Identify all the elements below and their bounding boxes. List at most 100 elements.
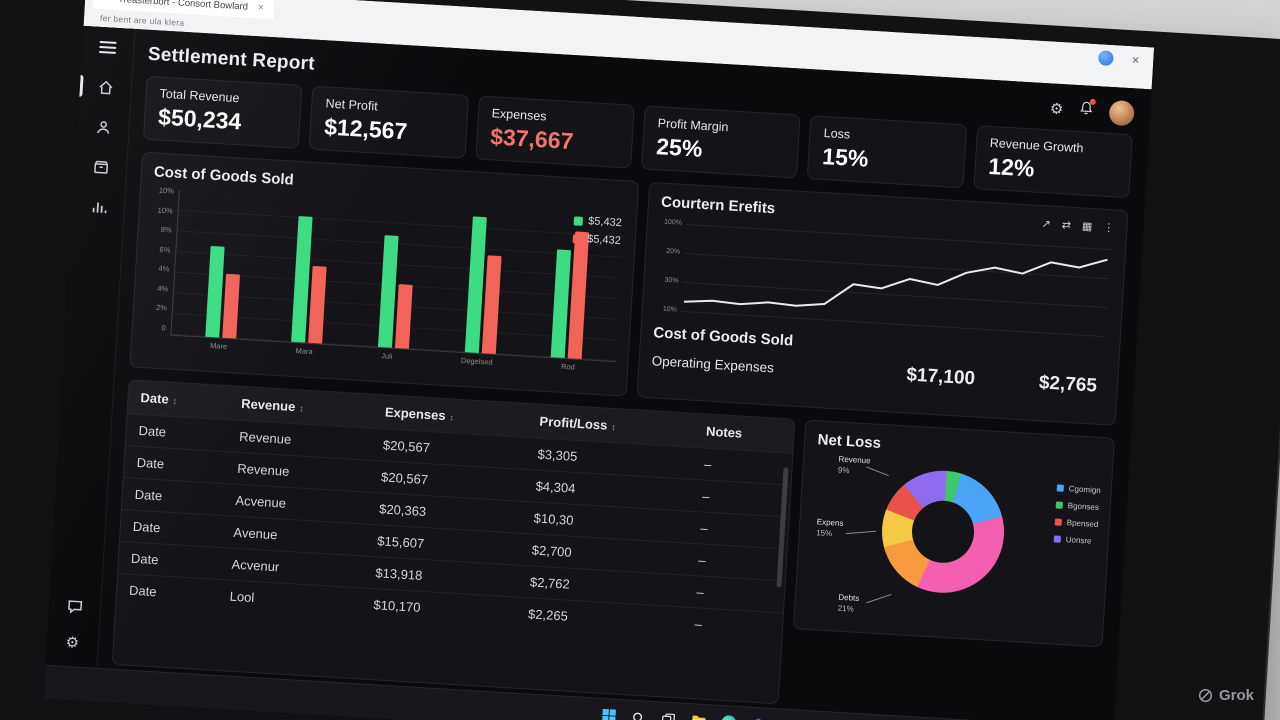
legend-swatch xyxy=(1053,535,1061,543)
taskbar-icon-search[interactable] xyxy=(626,705,650,720)
bar xyxy=(567,231,590,360)
notification-badge xyxy=(1089,98,1096,106)
bar xyxy=(394,283,413,349)
y-tick-label: 10% xyxy=(662,305,677,314)
y-tick-label: 20% xyxy=(666,247,681,256)
tab-close-icon[interactable]: × xyxy=(257,2,265,14)
callout-line xyxy=(866,466,890,477)
sidebar-item-settings[interactable]: ⚙ xyxy=(64,634,81,653)
legend-item: $5,432 xyxy=(573,214,623,230)
sidebar-item-chat[interactable] xyxy=(66,598,83,615)
user-avatar[interactable] xyxy=(1108,99,1135,126)
x-tick-label: Mare xyxy=(209,341,228,352)
taskbar-icon-task-view[interactable] xyxy=(656,707,680,720)
sort-icon: ↕ xyxy=(298,403,305,414)
x-tick-label: Juli xyxy=(380,351,393,361)
notifications-bell-icon[interactable] xyxy=(1079,98,1096,121)
transactions-table: Date ↕ Revenue ↕ Expenses ↕ Profit/Loss ↕ Notes … xyxy=(116,380,795,645)
bar xyxy=(308,265,328,344)
kpi-value: $50,234 xyxy=(157,103,243,135)
y-tick-label: 10% xyxy=(158,185,175,196)
bottom-row: Date ↕ Revenue ↕ Expenses ↕ Profit/Loss ↕ Notes … xyxy=(111,379,1115,720)
x-tick-label: Rod xyxy=(560,361,576,372)
taskbar-icon-store[interactable] xyxy=(746,713,770,720)
bar xyxy=(222,273,240,339)
taskbar-icon-edge[interactable] xyxy=(716,711,740,720)
summary-value-a: $17,100 xyxy=(905,364,976,390)
header-actions: ⚙ xyxy=(1049,96,1135,126)
sort-icon: ↕ xyxy=(610,421,617,433)
bar-chart-legend: $5,432 $5,432 xyxy=(572,214,623,247)
donut-callout-expens: Expens 15% xyxy=(815,517,844,539)
table-cell: – xyxy=(681,607,784,645)
taskbar-icon-explorer[interactable] xyxy=(686,709,710,720)
table-cell: Date xyxy=(116,573,219,611)
sidebar-item-users[interactable] xyxy=(77,118,129,137)
sort-icon: ↕ xyxy=(449,412,455,423)
y-tick-label: 6% xyxy=(159,244,171,255)
summary-value-b: $2,765 xyxy=(1038,372,1098,397)
donut-legend-item: Uonsre xyxy=(1053,534,1098,546)
legend-swatch xyxy=(1056,484,1065,492)
sidebar-nav xyxy=(72,78,131,217)
window-close-button[interactable]: × xyxy=(1131,52,1140,68)
kpi-card: Net Profit $12,567 xyxy=(308,85,469,159)
kpi-value: 25% xyxy=(655,133,704,162)
line-chart-actions: ↗ ⇄ ▦ ⋮ xyxy=(1041,218,1115,235)
more-menu-icon[interactable]: ⋮ xyxy=(1102,221,1115,235)
y-tick-label: 30% xyxy=(664,276,679,285)
page-header: Settlement Report ⚙ xyxy=(147,38,1135,131)
bar-chart: 10% 10% 8% 6% 4% 4% 2% 0 Mare Mara Juli Degelsed Ro… xyxy=(144,185,625,374)
bar-chart-card: Cost of Goods Sold $5,432 $5,432 10% 10% 8%… xyxy=(129,151,640,397)
users-icon xyxy=(95,119,112,136)
donut-chart xyxy=(878,467,1008,597)
kpi-card: Profit Margin 25% xyxy=(640,105,801,179)
bar xyxy=(205,246,225,338)
chat-icon xyxy=(66,598,83,615)
settings-gear-icon[interactable]: ⚙ xyxy=(1049,99,1064,118)
charts-row: Cost of Goods Sold $5,432 $5,432 10% 10% 8%… xyxy=(129,151,1129,426)
x-tick-label: Degelsed xyxy=(460,355,493,367)
legend-swatch xyxy=(572,233,583,244)
legend-label: Bpensed xyxy=(1066,518,1099,529)
browser-profile-icon[interactable] xyxy=(1098,50,1115,67)
donut-legend-item: Cgomign xyxy=(1056,483,1102,496)
y-tick-label: 0 xyxy=(161,323,167,333)
donut-legend: Cgomign Bgonses Bpensed Uonsre xyxy=(1053,483,1102,546)
screen: Treasterbort - Consort Bowlard × × fer b… xyxy=(43,0,1155,720)
taskbar-icon-start[interactable] xyxy=(596,704,620,720)
legend-label: Cgomign xyxy=(1068,484,1102,496)
archive-icon xyxy=(92,159,109,176)
sidebar-item-reports[interactable] xyxy=(72,198,124,217)
kpi-card: Loss 15% xyxy=(807,115,967,189)
sort-icon: ↕ xyxy=(172,395,178,407)
donut-callout-debts: Debts 21% xyxy=(837,593,860,614)
line-chart-plot: 100% 20% 30% 10% xyxy=(654,218,1113,341)
legend-label: $5,432 xyxy=(587,215,623,230)
compare-icon[interactable]: ⇄ xyxy=(1061,219,1072,232)
y-tick-label: 10% xyxy=(157,205,173,216)
share-icon[interactable]: ↗ xyxy=(1041,218,1052,231)
sidebar-item-archive[interactable] xyxy=(75,158,127,177)
donut-legend-item: Bpensed xyxy=(1054,517,1099,529)
menu-hamburger-icon[interactable] xyxy=(98,40,117,54)
windows-taskbar: ⚙ xyxy=(43,664,1114,720)
summary-label: Operating Expenses xyxy=(651,353,775,376)
taskbar-icon-chat[interactable] xyxy=(776,714,800,720)
line-chart-title: Courtern Erefits xyxy=(660,193,776,218)
kpi-value: $12,567 xyxy=(323,113,409,145)
reports-icon xyxy=(90,199,107,216)
y-tick-label: 100% xyxy=(663,218,683,227)
legend-label: Uonsre xyxy=(1065,535,1092,546)
sidebar-footer: ⚙ xyxy=(64,598,83,653)
taskbar-icon-photos[interactable] xyxy=(806,716,830,720)
kpi-value: 12% xyxy=(987,152,1036,182)
bar xyxy=(481,255,502,354)
kpi-value: $37,667 xyxy=(489,123,575,155)
sidebar-item-home[interactable] xyxy=(79,78,131,97)
grid-icon[interactable]: ▦ xyxy=(1081,220,1093,234)
transactions-table-card: Date ↕ Revenue ↕ Expenses ↕ Profit/Loss ↕ Notes … xyxy=(111,379,796,705)
donut-legend-item: Bgonses xyxy=(1055,500,1100,512)
line-series xyxy=(680,220,1111,341)
